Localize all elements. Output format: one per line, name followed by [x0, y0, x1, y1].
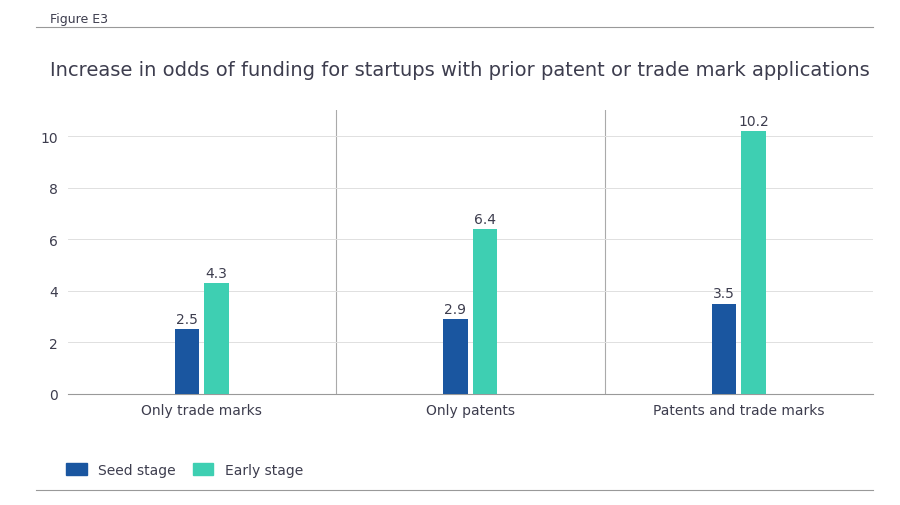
- Bar: [472, 229, 497, 394]
- Legend: Seed stage, Early stage: Seed stage, Early stage: [67, 463, 302, 477]
- Text: 2.5: 2.5: [176, 313, 198, 327]
- Text: 2.9: 2.9: [445, 302, 466, 316]
- Bar: [712, 304, 736, 394]
- Text: 10.2: 10.2: [738, 115, 769, 129]
- Text: 4.3: 4.3: [205, 266, 228, 280]
- Bar: [175, 330, 199, 394]
- Bar: [742, 132, 766, 394]
- Text: 6.4: 6.4: [474, 212, 496, 226]
- Text: Figure E3: Figure E3: [50, 13, 107, 26]
- Bar: [204, 283, 229, 394]
- Text: 3.5: 3.5: [713, 287, 735, 301]
- Text: Increase in odds of funding for startups with prior patent or trade mark applica: Increase in odds of funding for startups…: [50, 61, 869, 80]
- Bar: [444, 319, 468, 394]
